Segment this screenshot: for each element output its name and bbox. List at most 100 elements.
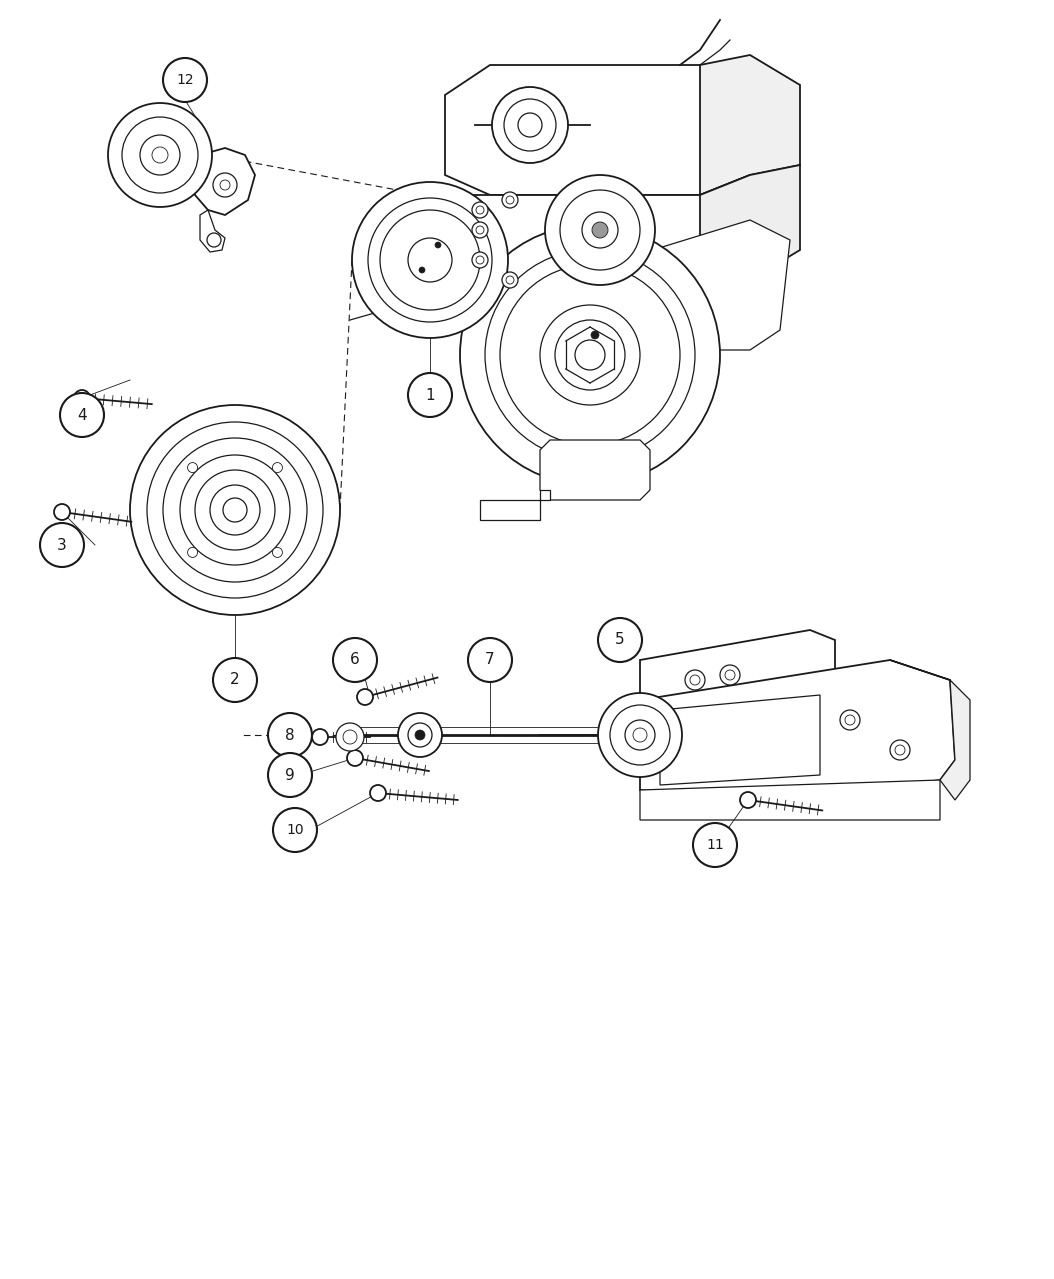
Circle shape (408, 238, 452, 281)
Circle shape (472, 223, 488, 238)
Circle shape (540, 304, 640, 405)
Circle shape (506, 196, 514, 203)
Circle shape (485, 249, 695, 460)
Circle shape (502, 272, 518, 288)
Text: 8: 8 (286, 728, 295, 743)
Circle shape (575, 340, 605, 370)
Circle shape (210, 485, 260, 535)
Circle shape (408, 373, 452, 417)
Circle shape (163, 437, 307, 582)
Circle shape (845, 715, 855, 725)
Polygon shape (445, 175, 750, 301)
Polygon shape (640, 631, 835, 700)
Circle shape (582, 212, 618, 248)
Circle shape (502, 192, 518, 208)
Circle shape (591, 331, 599, 339)
Circle shape (685, 670, 705, 689)
Circle shape (180, 455, 290, 565)
Circle shape (147, 422, 323, 599)
Circle shape (343, 730, 357, 744)
Circle shape (380, 210, 480, 310)
Polygon shape (700, 55, 800, 194)
Circle shape (336, 723, 364, 751)
Circle shape (419, 267, 425, 272)
Circle shape (560, 191, 640, 270)
Circle shape (598, 618, 642, 663)
Circle shape (468, 638, 512, 682)
Text: 5: 5 (616, 633, 625, 647)
Circle shape (555, 320, 625, 390)
Circle shape (408, 723, 432, 747)
Circle shape (740, 792, 756, 808)
Text: 10: 10 (287, 822, 304, 836)
Circle shape (213, 173, 237, 197)
Circle shape (472, 202, 488, 217)
Circle shape (368, 198, 492, 322)
Text: 7: 7 (485, 652, 494, 668)
Circle shape (188, 547, 197, 558)
Circle shape (108, 104, 212, 207)
Circle shape (220, 180, 230, 191)
Circle shape (692, 822, 737, 867)
Circle shape (213, 657, 257, 702)
Circle shape (140, 136, 180, 175)
Circle shape (476, 256, 484, 263)
Circle shape (333, 638, 377, 682)
Circle shape (207, 233, 221, 247)
Circle shape (625, 720, 655, 749)
Circle shape (352, 182, 508, 338)
Circle shape (476, 226, 484, 234)
Text: 3: 3 (57, 537, 66, 553)
Text: 2: 2 (230, 673, 240, 688)
Circle shape (223, 498, 247, 522)
Circle shape (633, 728, 647, 742)
Circle shape (435, 242, 441, 248)
Circle shape (357, 689, 373, 705)
Circle shape (476, 206, 484, 214)
Circle shape (54, 504, 70, 521)
Polygon shape (445, 65, 750, 194)
Circle shape (347, 749, 363, 766)
Circle shape (460, 225, 720, 485)
Polygon shape (890, 660, 970, 799)
Circle shape (268, 753, 312, 797)
Circle shape (720, 665, 740, 686)
Circle shape (840, 710, 860, 730)
Circle shape (273, 808, 317, 852)
Circle shape (163, 58, 207, 102)
Text: 12: 12 (176, 73, 194, 87)
Circle shape (890, 741, 910, 760)
Circle shape (40, 523, 84, 567)
Polygon shape (620, 220, 790, 350)
Circle shape (895, 744, 905, 755)
Text: 4: 4 (77, 408, 86, 422)
Circle shape (592, 223, 608, 238)
Circle shape (272, 547, 282, 558)
Polygon shape (700, 165, 800, 301)
Circle shape (188, 463, 197, 472)
Circle shape (268, 712, 312, 757)
Circle shape (195, 469, 275, 550)
Circle shape (312, 729, 328, 744)
Polygon shape (480, 490, 550, 521)
Polygon shape (640, 780, 940, 820)
Circle shape (504, 98, 557, 151)
Polygon shape (540, 440, 650, 500)
Circle shape (725, 670, 735, 680)
Circle shape (130, 405, 340, 615)
Circle shape (506, 276, 514, 284)
Circle shape (598, 693, 682, 778)
Circle shape (152, 147, 168, 162)
Polygon shape (195, 148, 255, 215)
Circle shape (370, 785, 386, 801)
Polygon shape (640, 660, 955, 799)
Circle shape (415, 730, 425, 741)
Circle shape (500, 265, 680, 445)
Circle shape (74, 390, 90, 405)
Circle shape (518, 113, 542, 137)
Circle shape (610, 705, 670, 765)
Circle shape (545, 175, 655, 285)
Circle shape (492, 87, 568, 162)
Circle shape (398, 712, 442, 757)
Circle shape (60, 393, 104, 437)
